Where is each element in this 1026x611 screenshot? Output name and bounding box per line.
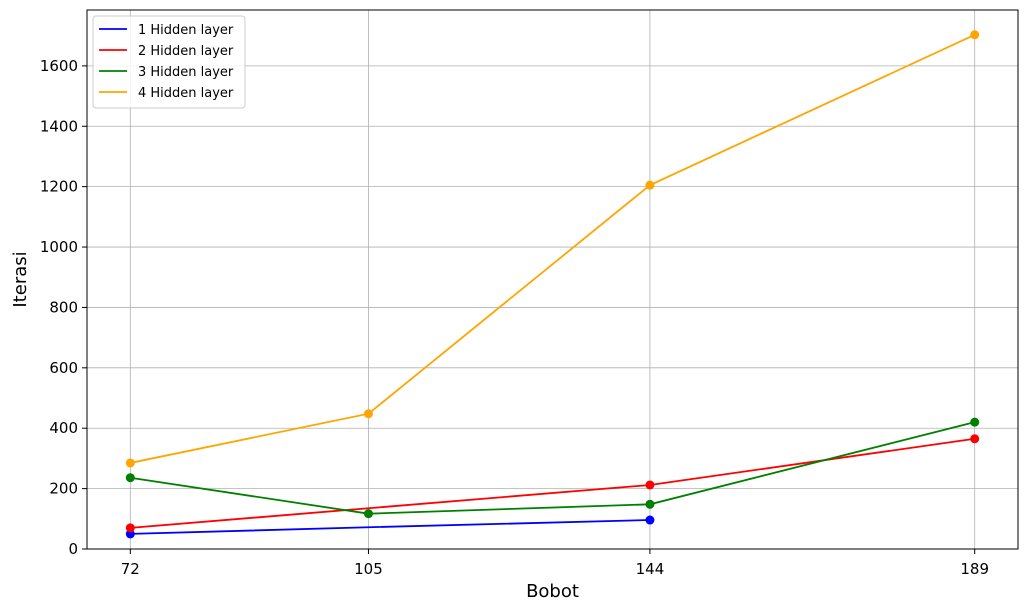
legend: 1 Hidden layer 2 Hidden layer 3 Hidden lay… xyxy=(92,15,246,109)
series-line xyxy=(130,519,650,535)
data-point xyxy=(363,409,373,419)
series xyxy=(125,434,980,533)
y-tick-label: 200 xyxy=(49,480,78,498)
legend-box xyxy=(92,15,246,109)
y-tick-label: 1000 xyxy=(40,238,78,256)
data-point xyxy=(645,499,655,509)
series-line xyxy=(130,33,976,464)
x-axis-label: Bobot xyxy=(526,581,579,602)
legend-label: 3 Hidden layer xyxy=(138,65,234,80)
y-tick-label: 1600 xyxy=(40,57,78,75)
series-line xyxy=(130,421,975,515)
data-point xyxy=(645,480,655,490)
data-point xyxy=(970,434,980,444)
y-tick-label: 800 xyxy=(49,298,78,316)
data-point xyxy=(970,30,980,40)
y-axis-label: Iterasi xyxy=(10,251,31,307)
data-point xyxy=(970,417,980,427)
data-point xyxy=(125,523,135,533)
series xyxy=(125,515,655,539)
legend-label: 4 Hidden layer xyxy=(138,86,234,101)
plot-frame xyxy=(86,9,1019,550)
series-line xyxy=(130,437,975,529)
series xyxy=(125,30,980,468)
data-point xyxy=(645,515,655,525)
series-group xyxy=(125,30,980,539)
y-tick-label: 0 xyxy=(68,540,78,558)
series xyxy=(125,417,980,519)
x-tick-label: 105 xyxy=(354,560,383,578)
data-point xyxy=(125,458,135,468)
data-point xyxy=(645,180,655,190)
data-point xyxy=(125,473,135,483)
y-tick-label: 600 xyxy=(49,359,78,377)
legend-label: 2 Hidden layer xyxy=(138,44,234,59)
x-tick-label: 72 xyxy=(121,560,140,578)
y-tick-label: 1200 xyxy=(40,178,78,196)
data-point xyxy=(363,509,373,519)
legend-label: 1 Hidden layer xyxy=(138,23,234,38)
x-tick-label: 189 xyxy=(960,560,989,578)
y-tick-label: 400 xyxy=(49,419,78,437)
x-tick-label: 144 xyxy=(636,560,665,578)
y-tick-label: 1400 xyxy=(40,117,78,135)
axis-ticks: 72 105 144 189 0 200 400 600 800 1000 1200 1400 1600 xyxy=(40,57,989,578)
